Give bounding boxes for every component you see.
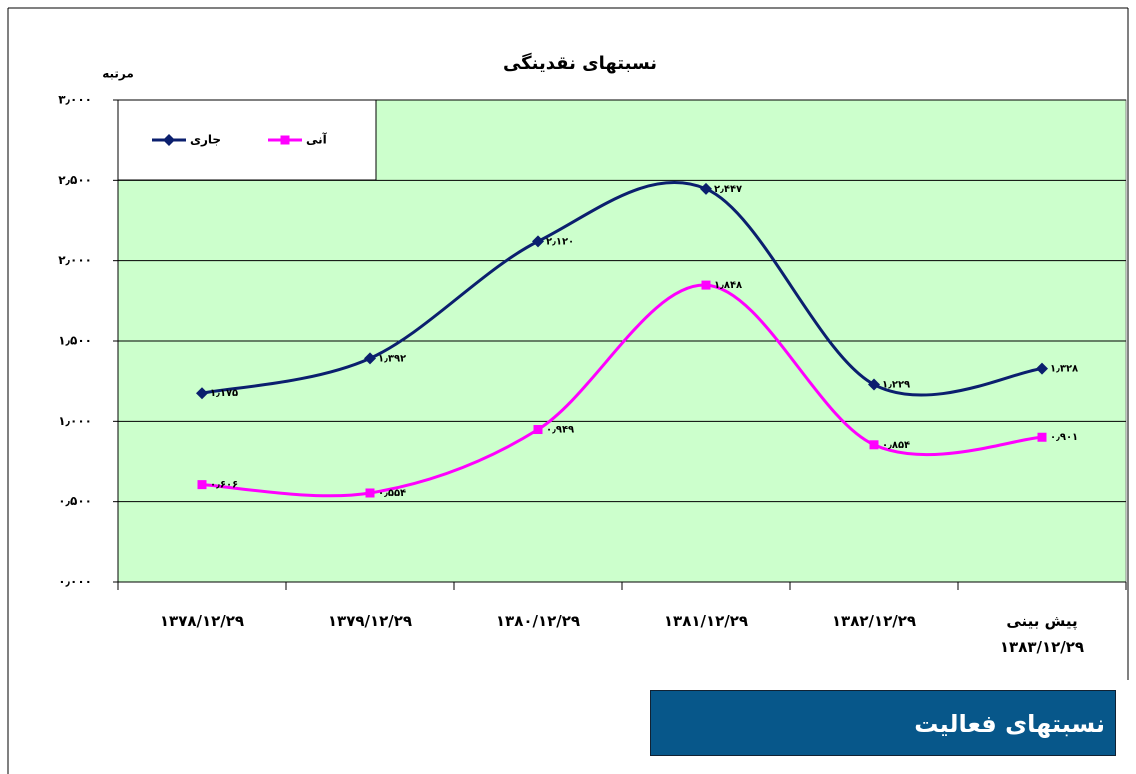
marker xyxy=(196,387,208,400)
marker xyxy=(364,352,376,365)
marker xyxy=(533,425,543,435)
data-label: ۱٫۲۲۹ xyxy=(882,380,910,391)
legend-label: آنی xyxy=(306,132,328,147)
data-label: ۲٫۴۴۷ xyxy=(714,184,742,195)
y-tick-label: ۲٫۵۰۰ xyxy=(58,173,92,187)
series-line xyxy=(201,283,1043,498)
marker xyxy=(701,280,711,290)
y-axis-label: مرتبه xyxy=(102,67,134,81)
legend-label: جاری xyxy=(190,133,221,147)
data-label: ۱٫۱۷۵ xyxy=(210,388,238,399)
x-tick-label: ۱۳۸۱/۱۲/۲۹ xyxy=(663,612,749,630)
x-tick-label: ۱۳۸۰/۱۲/۲۹ xyxy=(495,612,581,630)
y-tick-label: ۰٫۰۰۰ xyxy=(58,575,92,589)
marker xyxy=(197,480,207,490)
marker xyxy=(868,378,880,391)
legend-marker xyxy=(163,134,175,146)
data-label: ۰٫۹۰۱ xyxy=(1050,432,1078,443)
marker xyxy=(700,182,712,195)
marker xyxy=(532,235,544,248)
marker xyxy=(365,488,375,498)
y-tick-label: ۲٫۰۰۰ xyxy=(58,253,92,267)
data-label: ۰٫۵۵۴ xyxy=(378,488,406,499)
data-label: ۱٫۳۹۲ xyxy=(378,353,406,364)
data-label: ۲٫۱۲۰ xyxy=(546,236,574,247)
x-tick-label: ۱۳۷۹/۱۲/۲۹ xyxy=(327,612,413,630)
legend-marker xyxy=(280,135,290,145)
x-tick-label: ۱۳۸۲/۱۲/۲۹ xyxy=(831,612,917,630)
y-tick-label: ۱٫۰۰۰ xyxy=(58,414,92,428)
y-tick-label: ۱٫۵۰۰ xyxy=(58,334,92,348)
data-label: ۱٫۸۴۸ xyxy=(714,280,742,291)
section-heading: نسبتهای فعالیت xyxy=(650,690,1116,756)
x-tick-label: ۱۳۷۸/۱۲/۲۹ xyxy=(159,612,245,630)
marker xyxy=(869,440,879,450)
data-label: ۰٫۶۰۶ xyxy=(210,480,238,491)
marker xyxy=(1036,362,1048,375)
x-tick-label: پیش بینی ۱۳۸۳/۱۲/۲۹ xyxy=(999,612,1085,656)
chart-title: نسبتهای نقدینگی xyxy=(503,52,657,74)
data-label: ۰٫۹۴۹ xyxy=(546,425,574,436)
y-tick-label: ۳٫۰۰۰ xyxy=(58,93,92,107)
data-label: ۰٫۸۵۴ xyxy=(882,440,910,451)
y-tick-label: ۰٫۵۰۰ xyxy=(58,494,92,508)
data-label: ۱٫۳۲۸ xyxy=(1050,364,1078,375)
marker xyxy=(1037,432,1047,442)
series-line xyxy=(201,180,1043,397)
